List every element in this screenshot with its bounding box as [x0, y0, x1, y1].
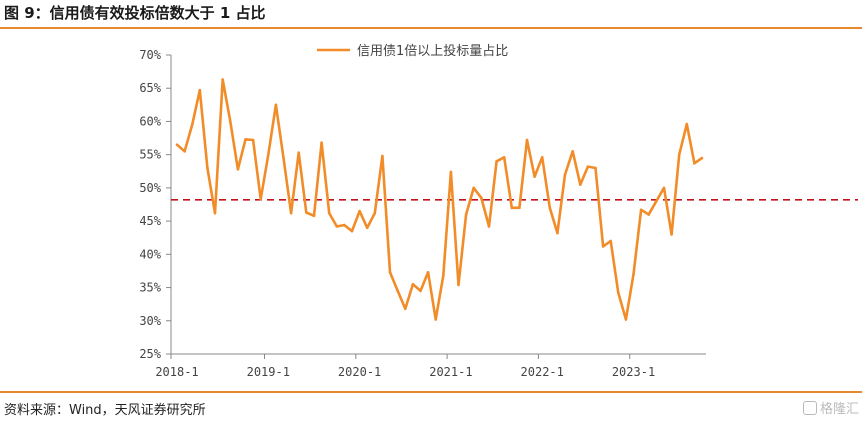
data-point	[190, 123, 194, 127]
data-point	[350, 229, 354, 233]
data-point	[480, 196, 483, 200]
data-point	[251, 138, 255, 142]
bottom-rule	[0, 391, 862, 393]
data-point	[670, 233, 673, 236]
y-tick-label: 65%	[139, 81, 161, 95]
line-chart: 25% 30% 35% 40% 45% 50% 55% 60% 65% 70% 2018-1 201…	[139, 43, 858, 379]
data-point	[586, 165, 590, 168]
x-tick-label: 2021-1	[429, 365, 472, 379]
data-point	[396, 289, 399, 293]
data-point	[297, 151, 301, 154]
data-point	[563, 173, 567, 176]
data-point	[533, 175, 536, 178]
data-point	[198, 88, 202, 92]
figure-title: 图 9：信用债有效投标倍数大于 1 占比	[4, 4, 266, 22]
data-point	[274, 103, 278, 107]
data-point	[495, 160, 498, 163]
data-point	[487, 225, 491, 228]
y-tick-label: 55%	[139, 148, 161, 162]
x-tick-label: 2023-1	[612, 365, 655, 379]
data-point	[305, 211, 308, 214]
data-point	[502, 156, 506, 159]
data-point	[411, 282, 415, 286]
data-point	[601, 245, 605, 248]
data-point	[693, 162, 696, 165]
data-point	[365, 226, 369, 230]
data-point	[609, 239, 612, 243]
data-point	[639, 208, 643, 212]
data-point	[571, 150, 574, 153]
data-point	[617, 291, 620, 295]
data-point	[267, 153, 270, 156]
data-point	[556, 231, 559, 235]
data-point	[655, 199, 658, 203]
top-rule	[0, 27, 862, 29]
watermark-logo-icon	[802, 401, 817, 415]
data-point	[228, 120, 232, 123]
data-point	[282, 156, 285, 160]
data-point	[442, 274, 445, 277]
data-point	[244, 138, 247, 141]
x-tick-label: 2022-1	[521, 365, 564, 379]
data-point	[594, 166, 597, 170]
data-point	[327, 211, 331, 215]
data-point	[175, 143, 179, 146]
data-point	[259, 197, 262, 201]
data-point	[457, 283, 460, 287]
y-tick-label: 50%	[139, 181, 161, 195]
data-point	[449, 170, 453, 174]
data-point	[426, 270, 430, 274]
data-point	[510, 206, 514, 210]
data-point	[632, 272, 635, 276]
data-point	[434, 318, 437, 321]
data-point	[662, 186, 666, 190]
data-point	[381, 154, 384, 158]
data-point	[578, 183, 582, 186]
data-point	[540, 156, 544, 159]
data-point	[183, 150, 186, 153]
data-point	[472, 186, 476, 190]
legend: 信用债1倍以上投标量占比	[317, 43, 508, 59]
data-point	[373, 211, 377, 215]
data-point	[388, 270, 392, 274]
x-tick-label: 2018-1	[155, 365, 198, 379]
data-point	[320, 141, 323, 145]
data-point	[685, 122, 689, 126]
watermark-text: 格隆汇	[819, 402, 859, 417]
data-point	[647, 213, 651, 216]
data-point	[206, 166, 209, 170]
watermark: 格隆汇	[802, 398, 859, 417]
data-point	[343, 223, 346, 227]
data-point	[236, 167, 240, 171]
data-point	[221, 78, 224, 81]
legend-label: 信用债1倍以上投标量占比	[357, 43, 508, 59]
source-note: 资料来源：Wind，天风证券研究所	[4, 403, 206, 418]
data-point	[213, 211, 217, 215]
data-point	[677, 153, 681, 156]
data-point	[289, 211, 293, 215]
data-point	[335, 225, 339, 228]
data-point	[700, 156, 704, 160]
y-tick-label: 30%	[139, 314, 161, 328]
series-line	[176, 78, 703, 321]
data-point	[518, 206, 521, 210]
x-tick-label: 2019-1	[247, 365, 290, 379]
y-tick-label: 35%	[139, 281, 161, 295]
data-point	[548, 206, 552, 210]
y-tick-label: 45%	[139, 214, 161, 228]
data-point	[624, 318, 628, 321]
x-tick-label: 2020-1	[338, 365, 381, 379]
data-point	[419, 289, 422, 293]
data-point	[358, 209, 361, 213]
y-tick-label: 60%	[139, 114, 161, 128]
data-point	[312, 214, 316, 218]
data-point	[403, 307, 407, 311]
y-tick-label: 25%	[139, 347, 161, 361]
y-tick-label: 70%	[139, 48, 161, 62]
data-point	[464, 213, 468, 216]
data-point	[525, 138, 529, 142]
y-tick-label: 40%	[139, 247, 161, 261]
